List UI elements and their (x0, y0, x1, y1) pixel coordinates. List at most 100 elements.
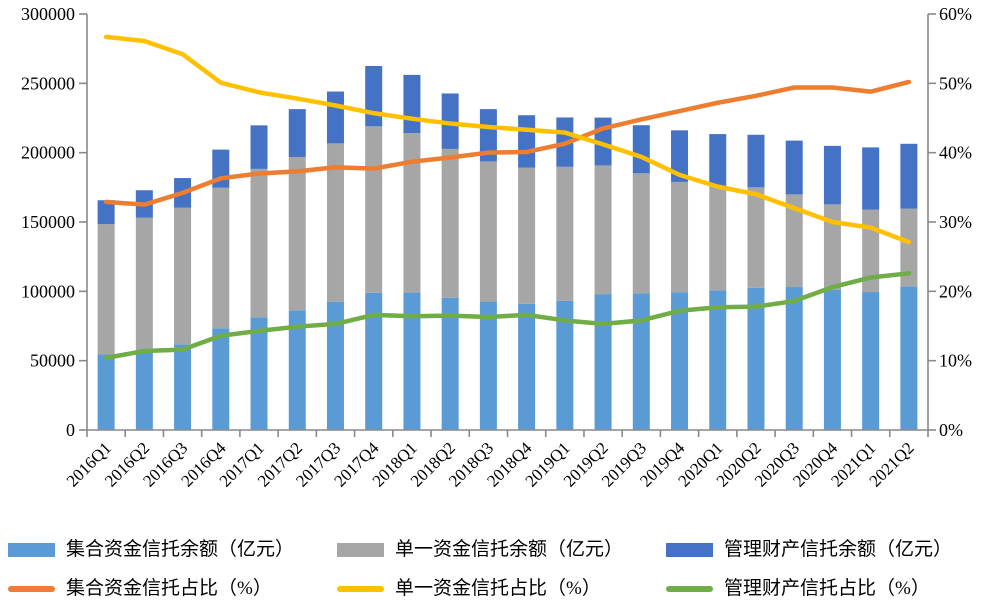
bar-segment-0 (365, 292, 383, 430)
legend-label-collective-balance: 集合资金信托余额（亿元） (66, 539, 295, 560)
bar-segment-2 (709, 134, 727, 187)
y-left-tick-label: 50000 (30, 351, 75, 371)
bar-segment-0 (632, 293, 650, 430)
bar-segment-0 (518, 303, 536, 430)
bar-segment-2 (365, 66, 383, 127)
pct-line-0 (103, 79, 912, 207)
bar-segment-0 (594, 294, 612, 430)
bar-segment-0 (479, 301, 497, 430)
legend-item-collective-ratio: 集合资金信托占比（%） (8, 576, 272, 602)
bar-segment-2 (441, 93, 459, 149)
legend-label-single-balance: 单一资金信托余额（亿元） (395, 539, 624, 560)
y-right-tick-label: 10% (939, 351, 972, 371)
bar-segment-1 (326, 143, 344, 302)
bar-segment-0 (900, 286, 918, 430)
bar-segment-1 (250, 168, 268, 318)
bar-segment-2 (403, 74, 421, 134)
y-right-tick-label: 60% (939, 4, 972, 24)
axes (79, 13, 936, 437)
x-axis-labels: 2016Q12016Q22016Q32016Q42017Q12017Q22017… (63, 438, 918, 491)
bar-segment-0 (862, 292, 880, 430)
legend-item-single-ratio: 单一资金信托占比（%） (337, 576, 601, 602)
stacked-bars (97, 66, 918, 430)
y-right-tick-label: 30% (939, 212, 972, 232)
legend-label-collective-ratio: 集合资金信托占比（%） (66, 578, 272, 599)
bar-segment-1 (823, 204, 841, 290)
bar-segment-0 (671, 292, 689, 430)
bar-segment-1 (709, 186, 727, 291)
y-left-tick-label: 0 (66, 420, 75, 440)
bar-segment-0 (441, 297, 459, 430)
y-left-tick-label: 100000 (21, 281, 75, 301)
bar-segment-1 (785, 194, 803, 288)
bar-segment-1 (594, 165, 612, 295)
bar-segment-2 (900, 143, 918, 209)
property-ratio-swatch (666, 586, 713, 592)
bar-segment-2 (288, 109, 306, 157)
bar-segment-1 (97, 224, 115, 355)
legend-item-property-balance: 管理财产信托余额（亿元） (666, 537, 952, 563)
y-axis-left-labels: 0 50000 100000 150000 200000 250000 300000 (21, 4, 75, 440)
legend-label-property-balance: 管理财产信托余额（亿元） (724, 539, 953, 560)
y-left-tick-label: 200000 (21, 143, 75, 163)
bar-segment-2 (747, 134, 765, 188)
bar-segment-1 (135, 217, 153, 353)
legend-item-property-ratio: 管理财产信托占比（%） (666, 576, 930, 602)
bar-segment-2 (479, 109, 497, 162)
bar-segment-2 (785, 140, 803, 195)
bar-segment-1 (403, 133, 421, 293)
bar-segment-0 (174, 344, 192, 430)
bar-segment-2 (518, 115, 536, 168)
bar-segment-1 (556, 166, 574, 301)
bar-segment-0 (135, 352, 153, 430)
collective-balance-swatch (8, 543, 55, 557)
legend-label-property-ratio: 管理财产信托占比（%） (724, 578, 930, 599)
legend-item-collective-balance: 集合资金信托余额（亿元） (8, 537, 294, 563)
bar-segment-2 (632, 125, 650, 174)
bar-segment-1 (288, 156, 306, 311)
single-ratio-swatch (337, 586, 384, 592)
bar-segment-2 (250, 125, 268, 169)
trust-combo-chart: 0 50000 100000 150000 200000 250000 300000 0% 10… (21, 4, 972, 491)
property-balance-swatch (666, 543, 713, 557)
bar-segment-0 (709, 290, 727, 430)
bar-segment-2 (823, 145, 841, 205)
legend-item-single-balance: 单一资金信托余额（亿元） (337, 537, 623, 563)
bar-segment-0 (288, 310, 306, 430)
bar-segment-0 (326, 301, 344, 430)
y-right-tick-label: 20% (939, 281, 972, 301)
y-left-tick-label: 150000 (21, 212, 75, 232)
pct-line-1 (103, 34, 912, 245)
bar-segment-1 (900, 208, 918, 287)
bar-segment-1 (632, 173, 650, 294)
bar-segment-0 (250, 317, 268, 430)
y-axis-right-labels: 0% 10% 20% 30% 40% 50% 60% (939, 4, 972, 440)
bar-segment-1 (479, 161, 497, 302)
bar-segment-0 (97, 354, 115, 430)
y-right-tick-label: 40% (939, 143, 972, 163)
legend-label-single-ratio: 单一资金信托占比（%） (395, 578, 601, 599)
pct-line-2 (103, 271, 912, 361)
bar-segment-0 (212, 328, 230, 430)
bar-segment-2 (97, 200, 115, 225)
bar-segment-1 (174, 207, 192, 345)
y-left-tick-label: 250000 (21, 73, 75, 93)
bar-segment-0 (403, 292, 421, 430)
bar-segment-2 (862, 147, 880, 210)
bar-segment-1 (212, 187, 230, 329)
bar-segment-0 (556, 300, 574, 430)
collective-ratio-swatch (8, 586, 55, 592)
y-right-tick-label: 0% (939, 420, 963, 440)
bar-segment-2 (671, 130, 689, 182)
single-balance-swatch (337, 543, 384, 557)
bar-segment-1 (441, 148, 459, 298)
bar-segment-0 (785, 287, 803, 430)
bar-segment-1 (518, 167, 536, 304)
y-left-tick-label: 300000 (21, 4, 75, 24)
bar-segment-0 (823, 289, 841, 430)
bar-segment-1 (747, 187, 765, 288)
bar-segment-1 (365, 126, 383, 293)
y-right-tick-label: 50% (939, 73, 972, 93)
bar-segment-2 (326, 91, 344, 144)
